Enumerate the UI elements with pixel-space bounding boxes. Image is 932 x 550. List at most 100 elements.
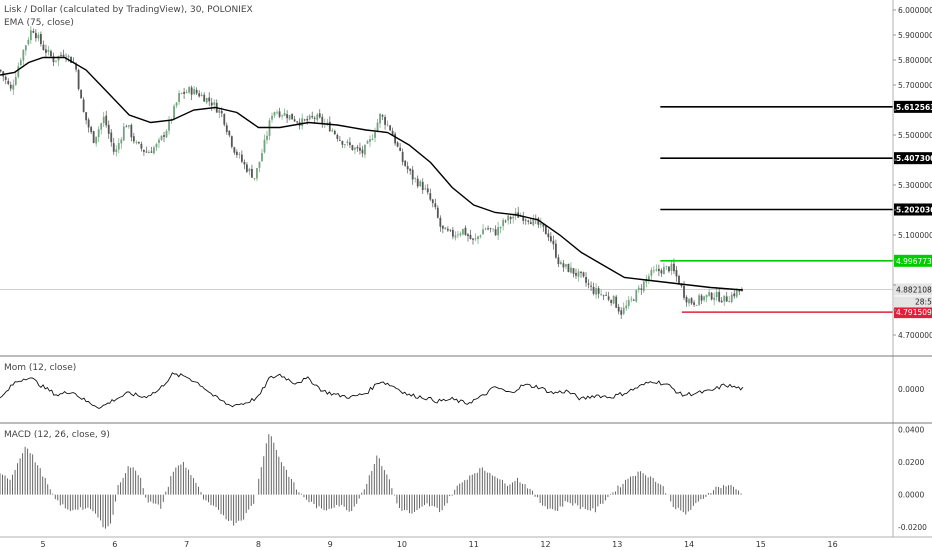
candle-body xyxy=(572,268,575,274)
candle-body xyxy=(143,149,145,152)
momentum-pane[interactable] xyxy=(0,372,744,410)
candle-body xyxy=(725,296,728,302)
price-tick-label: 5.50000000 xyxy=(898,131,932,140)
candle-body xyxy=(235,151,238,155)
candle-body xyxy=(514,212,517,216)
candle-body xyxy=(439,217,442,227)
candle-body xyxy=(163,135,165,137)
level-price-tag[interactable] xyxy=(894,100,932,113)
candle-body xyxy=(243,161,246,165)
macd-legend-label[interactable]: MACD (12, 26, close, 9) xyxy=(4,430,110,440)
ema-legend-label[interactable]: EMA (75, close) xyxy=(4,18,74,28)
candle-body xyxy=(477,236,479,240)
price-pane[interactable]: 5.61256399 5.40730042 5.20203686 4.99677329… xyxy=(0,26,932,319)
candle-body xyxy=(321,116,324,124)
candle-body xyxy=(283,112,286,116)
level-price-tag[interactable] xyxy=(894,306,932,319)
candle-body xyxy=(122,126,125,141)
candle-body xyxy=(120,139,123,144)
candle-body xyxy=(85,112,88,121)
candle-body xyxy=(394,133,397,144)
candle-body xyxy=(625,305,628,309)
candle-body xyxy=(474,238,477,240)
macd-pane[interactable] xyxy=(0,434,742,529)
level-price-label[interactable]: 4.99677329 xyxy=(896,257,932,266)
candle-body xyxy=(253,177,256,179)
level-price-label[interactable]: 5.61256399 xyxy=(896,103,932,112)
candle-body xyxy=(188,87,191,93)
price-tick-label: 6.00000000 xyxy=(898,6,932,15)
candle-body xyxy=(19,60,22,65)
candle-body xyxy=(713,297,716,301)
axes xyxy=(0,0,932,538)
price-scale-labels[interactable]: 4.70000000 5.10000000 5.30000000 5.50000000… xyxy=(893,6,932,532)
momentum-tick-label: 0.0000 xyxy=(898,385,924,394)
candle-body xyxy=(87,119,90,128)
candle-body xyxy=(80,89,83,99)
horizontal-levels[interactable]: 5.61256399 5.40730042 5.20203686 4.99677329… xyxy=(660,100,932,319)
level-price-label[interactable]: 5.20203686 xyxy=(896,205,932,214)
candle-body xyxy=(404,160,407,166)
candle-body xyxy=(107,124,110,134)
candle-body xyxy=(354,147,356,150)
price-tick-label: 5.70000000 xyxy=(898,81,932,90)
candle-body xyxy=(723,295,726,302)
candle-body xyxy=(37,34,40,39)
candle-body xyxy=(376,122,379,132)
candle-body xyxy=(647,276,650,280)
candle-body xyxy=(271,115,273,120)
candle-body xyxy=(198,93,201,97)
candle-body xyxy=(565,264,567,267)
level-price-label[interactable]: 5.40730042 xyxy=(896,154,932,163)
candle-body xyxy=(607,296,610,300)
level-price-label[interactable]: 4.79150972 xyxy=(896,308,932,317)
chart-title: Lisk / Dollar (calculated by TradingView… xyxy=(4,5,253,15)
candle-body xyxy=(396,142,399,147)
candle-body xyxy=(140,143,143,149)
candle-body xyxy=(95,136,98,144)
candle-body xyxy=(308,115,311,120)
candle-body xyxy=(585,277,587,283)
level-price-tag[interactable] xyxy=(894,254,932,267)
candle-body xyxy=(695,304,698,306)
candle-body xyxy=(316,114,319,121)
candle-body xyxy=(248,168,251,172)
level-price-tag[interactable] xyxy=(894,152,932,165)
candle-body xyxy=(14,76,17,85)
candle-body xyxy=(705,294,708,298)
candle-body xyxy=(386,124,389,126)
candle-body xyxy=(12,84,15,90)
candle-body xyxy=(296,121,299,123)
candle-body xyxy=(549,236,552,242)
candle-body xyxy=(263,139,266,153)
candle-body xyxy=(356,146,359,149)
candle-body xyxy=(489,228,492,230)
candle-body xyxy=(522,216,525,221)
candle-body xyxy=(542,224,545,227)
level-price-tag[interactable] xyxy=(894,203,932,216)
candle-body xyxy=(431,199,434,204)
candle-body xyxy=(590,285,592,287)
candle-body xyxy=(409,168,412,171)
candle-body xyxy=(132,136,135,142)
time-tick-label: 11 xyxy=(469,540,479,549)
candle-body xyxy=(570,267,572,273)
candle-body xyxy=(326,122,329,124)
last-price-tag xyxy=(894,283,932,296)
macd-tick-label: -0.0200 xyxy=(898,523,927,532)
candle-body xyxy=(158,139,160,143)
candle-body xyxy=(411,169,414,180)
candle-body xyxy=(220,110,223,114)
time-scale-labels[interactable]: 5 6 7 8 9 10 11 12 13 14 15 16 xyxy=(41,540,838,549)
candle-body xyxy=(479,235,482,237)
candle-body xyxy=(218,110,221,113)
candle-body xyxy=(17,66,20,77)
candle-body xyxy=(678,276,680,285)
price-tick-label: 5.90000000 xyxy=(898,31,932,40)
candle-body xyxy=(137,141,140,144)
candle-body xyxy=(693,302,695,305)
momentum-legend-label[interactable]: Mom (12, close) xyxy=(4,363,77,373)
candle-body xyxy=(655,269,658,271)
candle-body xyxy=(690,298,693,304)
